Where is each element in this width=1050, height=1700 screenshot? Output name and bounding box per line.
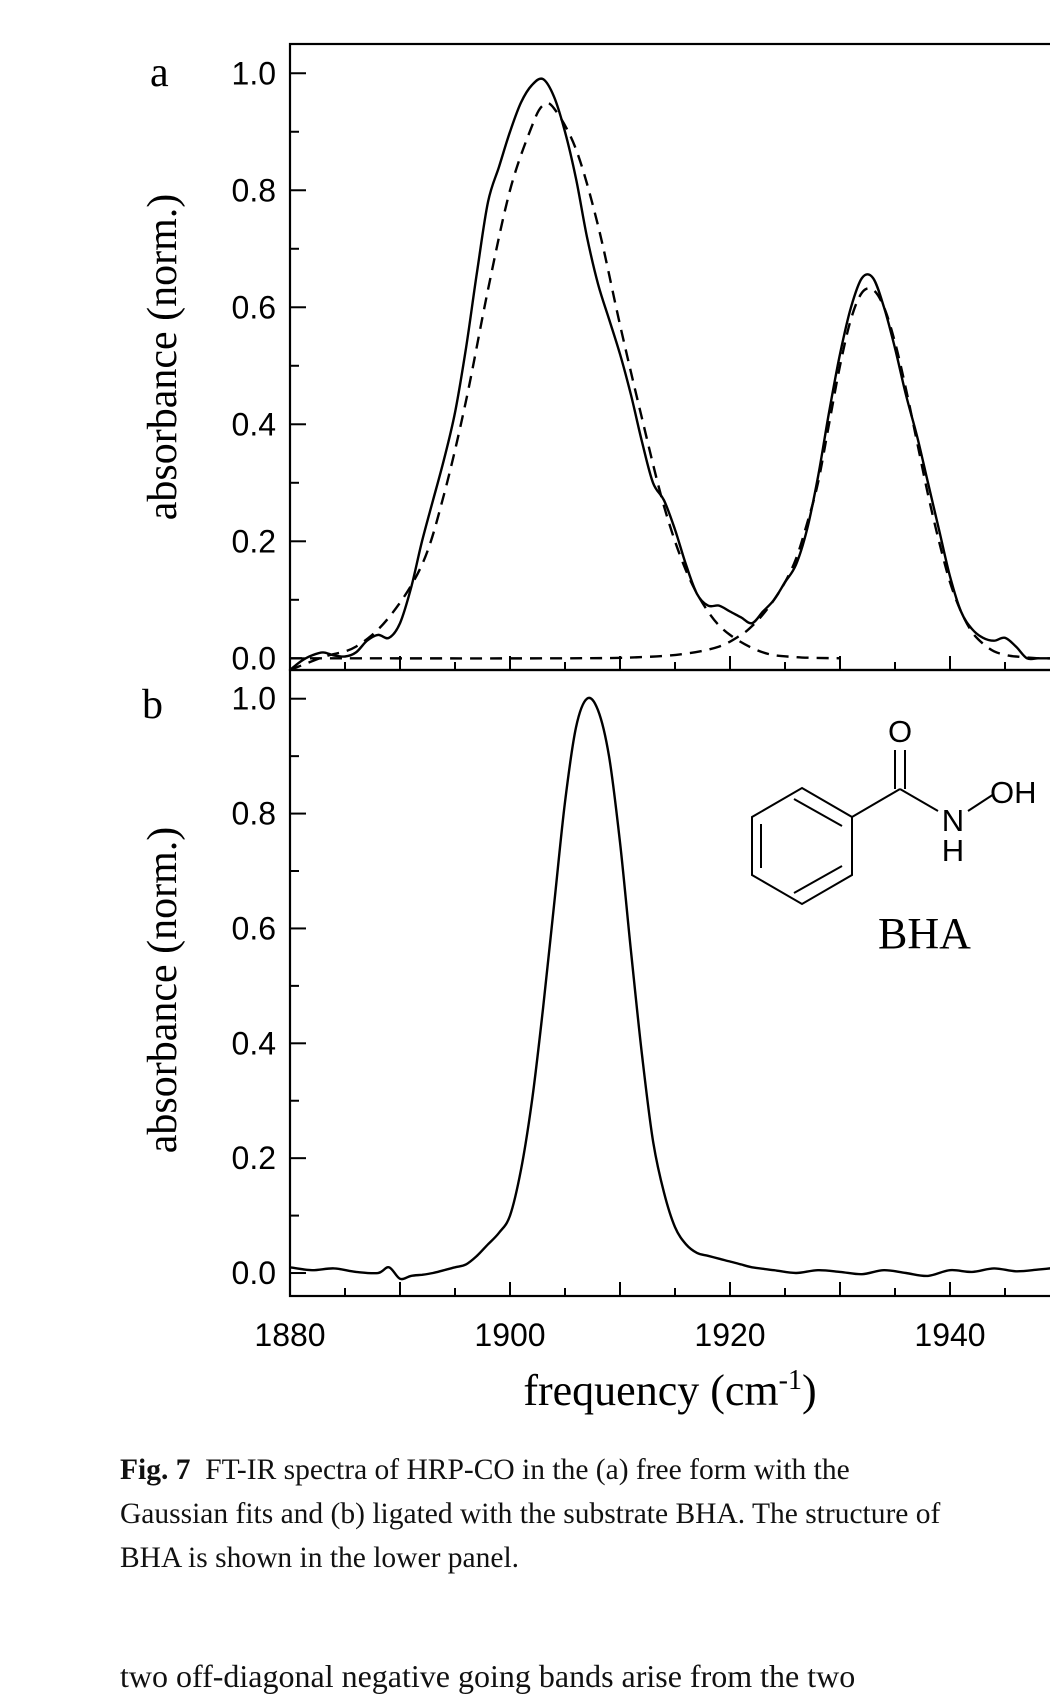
a-ytick-label: 0.0 <box>232 640 276 676</box>
b-xtick-label: 1900 <box>474 1317 545 1353</box>
bha-atom-n: N <box>942 803 964 838</box>
ring-carbonyl-bond <box>851 788 901 818</box>
b-ytick-label: 0.0 <box>232 1255 276 1291</box>
bha-atom-o: O <box>888 714 912 749</box>
caption-line-3: BHA is shown in the lower panel. <box>120 1542 520 1574</box>
panel-b-series <box>289 696 1050 1281</box>
a-ytick-label: 0.8 <box>232 172 276 208</box>
b-ytick-label: 1.0 <box>232 681 276 717</box>
panel-b: b absorbance (norm.) 0.00.20.40.60.81.0 … <box>140 668 1050 1353</box>
caption-line-2: Gaussian fits and (b) ligated with the s… <box>120 1498 941 1530</box>
bha-atom-oh: OH <box>990 775 1037 810</box>
a-ytick-label: 1.0 <box>232 55 276 91</box>
panel-b-label: b <box>142 682 163 728</box>
benzene-ring <box>751 786 853 906</box>
benzene-inner-bond-1 <box>793 798 843 827</box>
b-series-1-solid <box>289 696 1050 1281</box>
x-axis-label: frequency (cm-1) <box>523 1365 816 1415</box>
panel-a-ylabel: absorbance (norm.) <box>140 194 186 521</box>
panel-a-frame <box>288 42 1050 672</box>
panel-b-x-ticks: 1880 1900 1920 1940 <box>254 1282 1006 1353</box>
panel-b-ylabel: absorbance (norm.) <box>140 827 186 1154</box>
b-xtick-label: 1920 <box>694 1317 765 1353</box>
panel-a-x-ticks <box>289 656 1006 670</box>
a-ytick-label: 0.6 <box>232 289 276 325</box>
caption-label: Fig. 7 <box>120 1454 191 1486</box>
figure-caption: Fig. 7 FT-IR spectra of HRP-CO in the (a… <box>120 1448 1050 1580</box>
b-xtick-label: 1880 <box>254 1317 325 1353</box>
b-ytick-label: 0.8 <box>232 796 276 832</box>
bha-name: BHA <box>878 909 971 958</box>
a-series-3-dashed <box>289 287 1050 660</box>
panel-a-y-ticks: 0.0 0.2 0.4 0.6 0.8 1.0 <box>232 55 306 676</box>
a-ytick-label: 0.4 <box>232 406 276 442</box>
b-ytick-label: 0.4 <box>232 1025 276 1061</box>
amide-hydroxyl-bond <box>967 793 995 812</box>
caption-line-1-text: FT-IR spectra of HRP-CO in the (a) free … <box>205 1454 850 1486</box>
bha-atom-h: H <box>942 833 964 868</box>
b-xtick-label: 1940 <box>914 1317 985 1353</box>
body-text: two off-diagonal negative going bands ar… <box>120 1658 856 1694</box>
a-series-1-solid <box>289 77 1050 671</box>
caption-line-1: Fig. 7 FT-IR spectra of HRP-CO in the (a… <box>120 1448 1050 1492</box>
carbonyl-amide-bond <box>899 788 939 812</box>
a-series-2-dashed <box>289 101 841 672</box>
benzene-inner-bond-2 <box>793 865 843 894</box>
a-ytick-label: 0.2 <box>232 523 276 559</box>
bha-structure <box>751 750 995 906</box>
panel-a-label: a <box>150 50 169 96</box>
b-ytick-label: 0.6 <box>232 910 276 946</box>
b-ytick-label: 0.2 <box>232 1140 276 1176</box>
ftir-figure: a absorbance (norm.) 0.00.20.40.60.81.0 … <box>140 42 1050 1415</box>
panel-a-series <box>289 77 1050 672</box>
panel-b-y-ticks: 0.0 0.2 0.4 0.6 0.8 1.0 <box>232 681 306 1291</box>
panel-b-frame <box>288 668 1050 1298</box>
panel-a: a absorbance (norm.) 0.0 0.2 0.4 0.6 0.8 1.0 <box>140 42 1050 676</box>
